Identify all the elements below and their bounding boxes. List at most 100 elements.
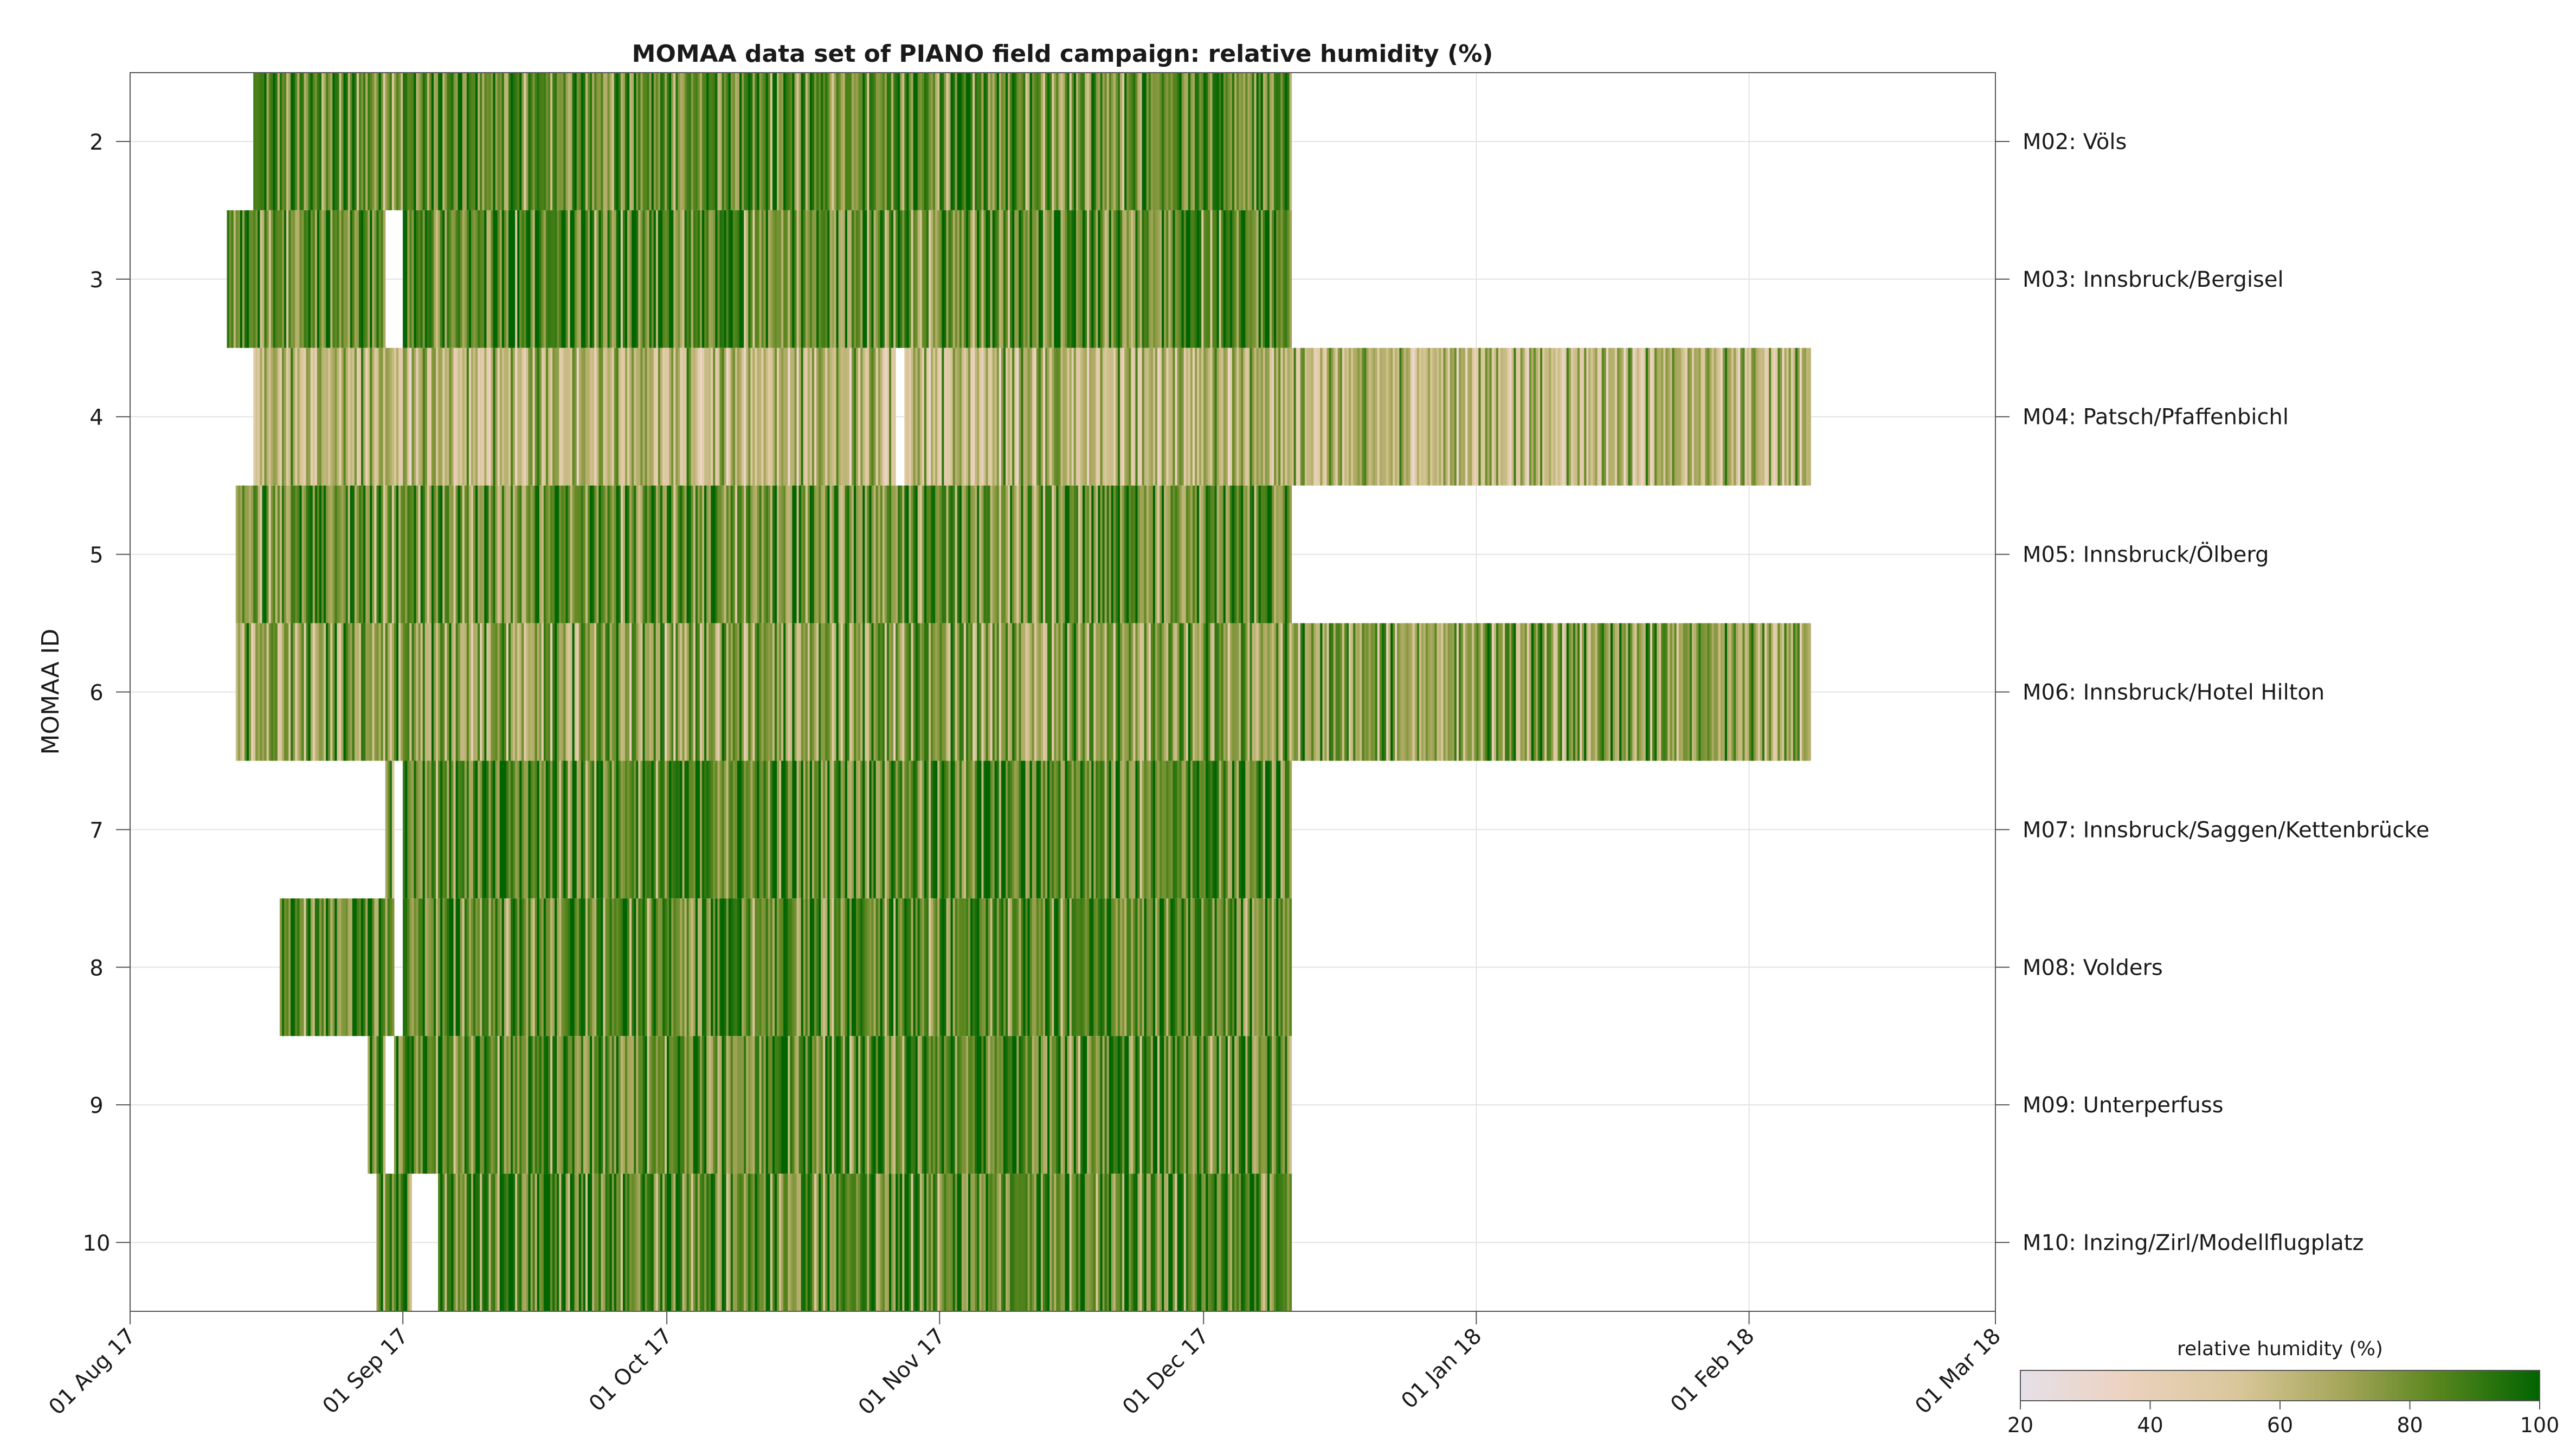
- rh-cell: [675, 898, 678, 1036]
- rh-cell: [647, 347, 650, 486]
- rh-cell: [387, 1174, 390, 1311]
- rh-cell: [319, 485, 322, 623]
- rh-cell: [805, 210, 808, 348]
- rh-cell: [1234, 898, 1237, 1036]
- rh-cell: [438, 1174, 441, 1311]
- rh-cell: [1166, 485, 1169, 623]
- rh-cell: [365, 73, 368, 210]
- rh-cell: [922, 73, 925, 210]
- rh-cell: [1085, 210, 1087, 348]
- rh-cell: [662, 210, 665, 348]
- rh-cell: [1254, 485, 1257, 623]
- rh-cell: [862, 623, 865, 761]
- rh-cell: [1227, 485, 1231, 623]
- rh-cell: [963, 623, 967, 761]
- rh-cell: [834, 485, 837, 623]
- rh-cell: [1148, 761, 1151, 899]
- rh-cell: [352, 485, 355, 623]
- rh-cell: [1254, 1174, 1257, 1311]
- rh-cell: [660, 210, 663, 348]
- rh-cell: [1080, 210, 1083, 348]
- rh-cell: [625, 1174, 628, 1311]
- rh-cell: [1054, 1036, 1057, 1174]
- rh-cell: [981, 761, 984, 899]
- rh-cell: [1131, 210, 1134, 348]
- rh-cell: [583, 1036, 586, 1174]
- rh-cell: [785, 210, 788, 348]
- rh-cell: [748, 210, 751, 348]
- rh-cell: [376, 1174, 379, 1311]
- rh-cell: [1603, 347, 1607, 486]
- rh-cell: [513, 210, 516, 348]
- rh-cell: [1368, 347, 1371, 486]
- rh-cell: [821, 1036, 823, 1174]
- rh-cell: [1179, 73, 1182, 210]
- rh-cell: [440, 898, 443, 1036]
- rh-cell: [493, 761, 496, 899]
- rh-cell: [933, 485, 936, 623]
- rh-cell: [697, 347, 700, 486]
- rh-cell: [653, 761, 656, 899]
- rh-cell: [557, 210, 559, 348]
- rh-cell: [963, 898, 967, 1036]
- rh-cell: [1366, 623, 1369, 761]
- rh-cell: [475, 623, 478, 761]
- rh-cell: [1463, 347, 1466, 486]
- rh-cell: [819, 898, 821, 1036]
- rh-cell: [845, 1036, 848, 1174]
- rh-cell: [904, 761, 907, 899]
- rh-cell: [1080, 347, 1083, 486]
- rh-cell: [1049, 623, 1052, 761]
- rh-cell: [497, 623, 500, 761]
- rh-cell: [752, 210, 756, 348]
- rh-cell: [1139, 485, 1143, 623]
- rh-cell: [391, 898, 395, 1036]
- rh-cell: [939, 210, 942, 348]
- rh-cell: [1106, 1174, 1110, 1311]
- rh-cell: [688, 73, 692, 210]
- rh-cell: [1102, 761, 1105, 899]
- rh-cell: [983, 898, 987, 1036]
- rh-cell: [347, 210, 351, 348]
- rh-cell: [913, 485, 916, 623]
- rh-cell: [1111, 898, 1114, 1036]
- x-tick-label: 01 Nov 17: [854, 1324, 950, 1420]
- rh-cell: [851, 1036, 854, 1174]
- rh-cell: [1115, 761, 1118, 899]
- rh-cell: [1003, 1036, 1006, 1174]
- rh-cell: [1724, 623, 1728, 761]
- rh-cell: [1237, 761, 1239, 899]
- rh-cell: [548, 210, 551, 348]
- rh-cell: [819, 1036, 821, 1174]
- y-tick-label: 6: [89, 681, 103, 706]
- rh-cell: [746, 1174, 749, 1311]
- rh-cell: [658, 1036, 661, 1174]
- rh-cell: [484, 210, 487, 348]
- rh-cell: [709, 1036, 711, 1174]
- rh-cell: [680, 623, 683, 761]
- rh-cell: [409, 1174, 412, 1311]
- rh-cell: [744, 761, 746, 899]
- rh-cell: [268, 623, 272, 761]
- rh-cell: [1058, 210, 1061, 348]
- rh-cell: [667, 623, 669, 761]
- rh-cell: [1038, 1174, 1041, 1311]
- rh-cell: [555, 623, 557, 761]
- rh-cell: [1056, 898, 1059, 1036]
- rh-cell: [1023, 1036, 1026, 1174]
- rh-cell: [1016, 898, 1019, 1036]
- rh-cell: [645, 485, 648, 623]
- rh-cell: [552, 347, 555, 486]
- rh-cell: [1619, 347, 1622, 486]
- rh-cell: [704, 210, 707, 348]
- rh-cell: [339, 898, 342, 1036]
- rh-cell: [977, 347, 980, 486]
- rh-cell: [493, 1036, 496, 1174]
- rh-cell: [427, 485, 430, 623]
- rh-cell: [1179, 347, 1182, 486]
- rh-cell: [961, 1174, 964, 1311]
- rh-cell: [1711, 347, 1715, 486]
- rh-cell: [1177, 210, 1180, 348]
- rh-cell: [1166, 1036, 1169, 1174]
- rh-cell: [944, 898, 947, 1036]
